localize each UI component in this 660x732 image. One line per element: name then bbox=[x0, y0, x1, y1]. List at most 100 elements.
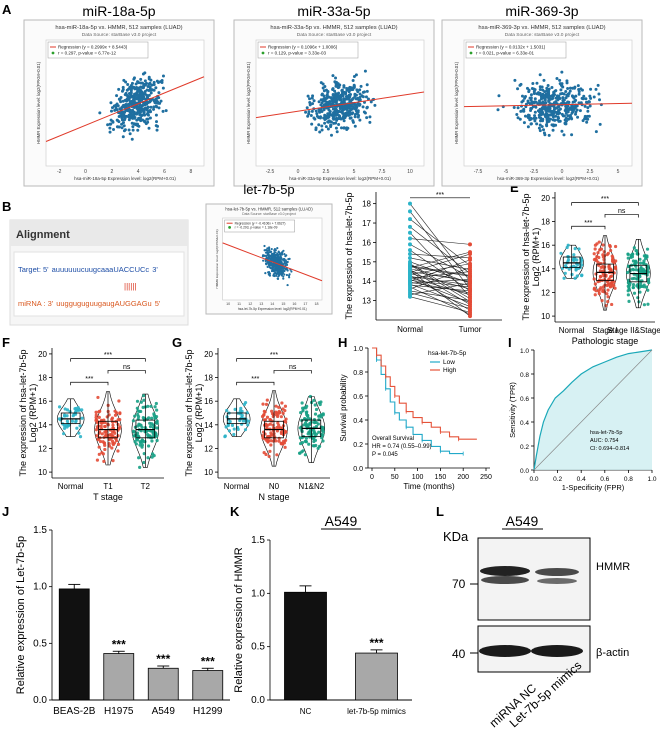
jitter-point bbox=[108, 436, 112, 440]
scatter-point bbox=[279, 260, 282, 263]
scatter-regression-line bbox=[255, 91, 425, 119]
jitter-point bbox=[646, 302, 650, 306]
scatter-panel-a2: miR-33a-5p hsa-miR-33a-5p vs. HMMR, 512 s… bbox=[233, 3, 435, 187]
x-tick-label: 50 bbox=[391, 474, 399, 481]
scatter-point bbox=[557, 119, 561, 123]
scatter-point bbox=[282, 275, 285, 278]
scatter-point bbox=[106, 123, 110, 127]
y-tick-label: 1.5 bbox=[33, 525, 47, 536]
scatter-point bbox=[127, 87, 131, 91]
jitter-point bbox=[608, 284, 612, 288]
jitter-point bbox=[102, 459, 106, 463]
scatter-point bbox=[98, 111, 102, 115]
scatter-point bbox=[342, 90, 346, 94]
x-category-label: H1975 bbox=[104, 706, 134, 717]
scatter-point bbox=[161, 86, 165, 90]
scatter-point bbox=[287, 258, 290, 261]
y-tick-label: 12 bbox=[204, 444, 213, 453]
scatter-point bbox=[277, 250, 280, 253]
jitter-point bbox=[153, 405, 157, 409]
scatter-point bbox=[354, 103, 358, 107]
jitter-point bbox=[635, 284, 639, 288]
scatter-point bbox=[269, 263, 273, 266]
scatter-point bbox=[584, 100, 588, 104]
scatter-point bbox=[267, 253, 270, 256]
scatter-points bbox=[98, 71, 168, 141]
scatter-point bbox=[283, 273, 286, 276]
scatter-point bbox=[547, 133, 551, 137]
jitter-point bbox=[94, 413, 98, 417]
sig-bracket bbox=[571, 225, 606, 230]
scatter-point bbox=[537, 126, 541, 130]
jitter-point bbox=[629, 253, 633, 257]
scatter-point bbox=[318, 130, 322, 134]
scatter-legend-regression: Regression (y = -0.4106x + 7.6627) bbox=[235, 221, 286, 225]
jitter-point bbox=[238, 409, 243, 413]
jitter-point bbox=[78, 424, 82, 428]
jitter-point bbox=[65, 414, 69, 418]
scatter-point bbox=[538, 111, 542, 115]
scatter-point bbox=[546, 117, 550, 121]
scatter-point bbox=[265, 263, 268, 266]
scatter-point bbox=[338, 116, 342, 120]
scatter-x-tick: 5 bbox=[353, 169, 356, 175]
jitter-point bbox=[644, 257, 648, 261]
scatter-point bbox=[545, 86, 549, 90]
jitter-point bbox=[626, 289, 630, 293]
scatter-legend bbox=[257, 41, 359, 59]
scatter-point bbox=[522, 121, 526, 125]
sig-label: *** bbox=[601, 196, 609, 203]
scatter-point bbox=[542, 131, 546, 135]
jitter-point bbox=[312, 431, 316, 435]
normal-point bbox=[408, 209, 412, 214]
scatter-legend bbox=[47, 41, 149, 59]
jitter-point bbox=[94, 410, 98, 414]
scatter-point bbox=[264, 259, 267, 263]
scatter-point bbox=[361, 90, 365, 94]
scatter-point bbox=[290, 270, 293, 273]
scatter-point bbox=[146, 120, 150, 124]
violin-outline bbox=[57, 398, 85, 437]
jitter-point bbox=[598, 248, 602, 252]
scatter-point bbox=[284, 268, 288, 271]
scatter-point bbox=[564, 90, 568, 94]
jitter-point bbox=[566, 257, 571, 262]
x-tick-label: 100 bbox=[412, 474, 424, 481]
jitter-point bbox=[262, 413, 266, 417]
scatter-point bbox=[578, 109, 582, 113]
jitter-point bbox=[311, 444, 315, 448]
jitter-point bbox=[146, 433, 150, 437]
bar-panel-k: 0.0 0.5 1.0 1.5 NC *** let-7b-5p mimics Relativ… bbox=[233, 513, 412, 716]
scatter-point bbox=[286, 260, 289, 264]
scatter-point bbox=[584, 97, 588, 101]
tumor-point bbox=[468, 261, 472, 266]
jitter-point bbox=[271, 414, 275, 419]
x-axis-title: T stage bbox=[93, 492, 123, 502]
scatter-point bbox=[341, 115, 345, 119]
panel-h-km-plot: 0.0 0.2 0.4 0.6 0.8 1.0 0 50 100 150 200 250 hsa-let… bbox=[339, 346, 492, 491]
scatter-point bbox=[329, 125, 333, 129]
jitter-point bbox=[297, 451, 302, 455]
y-tick-label: 0.8 bbox=[353, 370, 363, 377]
scatter-point bbox=[136, 109, 140, 113]
scatter-point bbox=[577, 90, 581, 94]
scatter-point bbox=[342, 112, 346, 116]
scatter-point bbox=[122, 124, 126, 128]
scatter-point bbox=[597, 92, 601, 96]
scatter-point bbox=[563, 109, 567, 113]
km-annotation: HR = 0.74 (0.55–0.99) bbox=[372, 444, 432, 450]
scatter-point bbox=[358, 118, 362, 122]
scatter-point bbox=[134, 82, 138, 86]
jitter-point bbox=[274, 404, 278, 408]
jitter-point bbox=[135, 399, 140, 403]
jitter-point bbox=[264, 402, 269, 406]
scatter-point bbox=[274, 271, 277, 274]
scatter-point bbox=[132, 76, 136, 80]
y-tick-label: 0.8 bbox=[520, 372, 529, 379]
scatter-point bbox=[550, 109, 554, 113]
scatter-point bbox=[271, 258, 274, 261]
panel-letter-b: B bbox=[2, 199, 11, 214]
jitter-point bbox=[609, 248, 613, 253]
scatter-point bbox=[337, 113, 341, 117]
scatter-point bbox=[117, 97, 121, 101]
